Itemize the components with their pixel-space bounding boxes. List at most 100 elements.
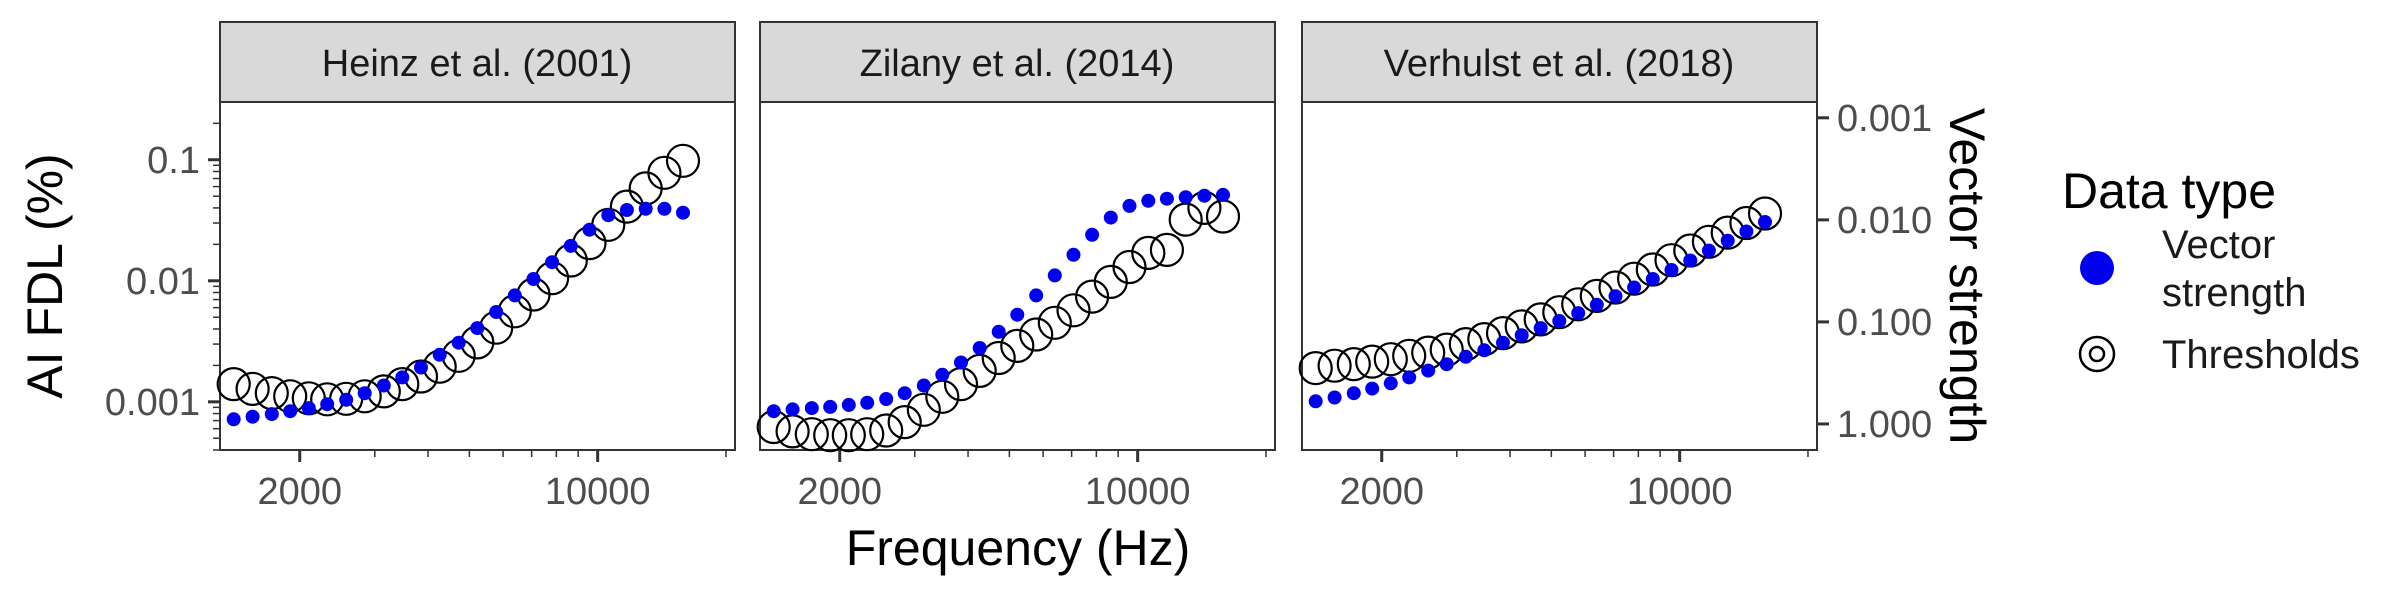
vector-strength-point (1066, 247, 1081, 262)
vector-strength-point (526, 272, 541, 286)
vector-strength-point (1627, 280, 1642, 295)
legend-vector-marker (2080, 251, 2114, 285)
panel-2: Zilany et al. (2014) (756, 21, 1276, 453)
vector-strength-point (916, 378, 931, 393)
threshold-point (1056, 293, 1091, 328)
vector-strength-point (785, 402, 800, 417)
x-tick-label: 10000 (545, 471, 651, 513)
vector-strength-point (1571, 306, 1586, 321)
vector-strength-point (972, 341, 987, 355)
y-axis-left-title: AI FDL (%) (17, 153, 73, 398)
vector-strength-point (897, 386, 912, 401)
vector-strength-point (619, 203, 634, 217)
vector-strength-point (451, 335, 466, 350)
threshold-point (794, 417, 829, 452)
vector-strength-point (1533, 321, 1548, 336)
panel-2-plot-area (759, 101, 1276, 451)
vector-strength-point (1197, 188, 1212, 203)
vector-strength-point (1589, 297, 1604, 312)
vector-strength-point (376, 378, 391, 393)
y-right-tick-label: 1.000 (1837, 404, 1932, 446)
threshold-point (216, 367, 251, 402)
vector-strength-point (841, 397, 856, 412)
threshold-point (1131, 235, 1166, 270)
vector-strength-point (1308, 394, 1323, 409)
vector-strength-point (1010, 307, 1025, 322)
legend-vector-label-line1: Vector (2162, 223, 2275, 267)
threshold-point (647, 155, 682, 190)
vector-strength-point (1122, 198, 1137, 213)
vector-strength-point (1383, 376, 1398, 391)
vector-strength-point (582, 222, 597, 237)
vector-strength-point (1664, 263, 1679, 277)
vector-strength-point (226, 412, 241, 427)
vector-strength-point (1216, 187, 1230, 202)
threshold-point (235, 371, 270, 406)
vector-strength-point (1439, 357, 1454, 372)
threshold-point (906, 392, 941, 427)
vector-strength-point (638, 201, 653, 216)
vector-strength-point (1514, 328, 1529, 343)
vector-strength-point (1159, 191, 1174, 206)
vector-strength-point (879, 392, 894, 406)
vector-strength-point (1365, 381, 1380, 396)
vector-strength-point (1496, 335, 1510, 350)
y-right-tick-label: 0.001 (1837, 98, 1932, 140)
threshold-point (1298, 351, 1333, 386)
vector-strength-point (1645, 272, 1660, 286)
vector-strength-point (1421, 363, 1436, 378)
vector-strength-point (395, 370, 410, 385)
vector-strength-point (1739, 224, 1754, 239)
vector-strength-point (1047, 268, 1062, 283)
vector-strength-point (676, 205, 690, 220)
threshold-point (1373, 342, 1408, 377)
threshold-point (1355, 344, 1390, 379)
threshold-point (1336, 347, 1371, 382)
panel-3: Verhulst et al. (2018) (1298, 21, 1818, 451)
panel-3-strip (1301, 21, 1818, 103)
vector-strength-point (1720, 233, 1735, 248)
x-axis-title: Frequency (Hz) (846, 520, 1191, 576)
vector-strength-point (1103, 210, 1118, 225)
threshold-point (813, 418, 848, 453)
panel-2-thresholds (756, 190, 1241, 453)
vector-strength-point (339, 392, 354, 407)
vector-strength-point (954, 355, 968, 370)
vector-strength-point (264, 407, 279, 422)
panel-1: Heinz et al. (2001) (216, 21, 736, 451)
vector-strength-point (507, 288, 522, 303)
vector-strength-point (1085, 227, 1100, 242)
vector-strength-point (1458, 349, 1473, 364)
x-tick-label: 10000 (1085, 471, 1191, 513)
legend-threshold-marker-outer (2078, 335, 2116, 373)
vector-strength-point (657, 201, 672, 216)
legend-threshold-marker-inner (2088, 345, 2106, 363)
vector-strength-point (1402, 370, 1417, 385)
threshold-point (887, 405, 922, 440)
threshold-point (665, 143, 701, 178)
y-axis-right-title: Vector strength (1939, 108, 1995, 444)
vector-strength-point (804, 401, 819, 416)
vector-strength-point (489, 305, 504, 319)
vector-strength-point (283, 404, 298, 419)
threshold-point (1037, 305, 1072, 340)
y-right-tick-label: 0.100 (1837, 302, 1932, 344)
panel-3-plot-area (1301, 101, 1818, 451)
x-tick-label: 10000 (1627, 471, 1733, 513)
vector-strength-point (470, 321, 485, 336)
vector-strength-point (1477, 343, 1492, 358)
panel-2-vector-strength (766, 187, 1230, 419)
x-tick-label: 2000 (257, 471, 342, 513)
threshold-point (1747, 196, 1783, 231)
threshold-point (981, 340, 1016, 376)
legend-threshold-label: Thresholds (2162, 333, 2360, 377)
vector-strength-point (545, 255, 560, 270)
vector-strength-point (823, 399, 838, 414)
vector-strength-point (1758, 215, 1772, 229)
threshold-point (869, 413, 904, 448)
threshold-point (850, 417, 885, 452)
y-left-tick-label: 0.01 (126, 261, 200, 303)
threshold-point (1019, 317, 1054, 352)
axes: 2000 10000 2000 10000 2000 10000 0.1 0.01 0.001 0… (105, 98, 1932, 513)
